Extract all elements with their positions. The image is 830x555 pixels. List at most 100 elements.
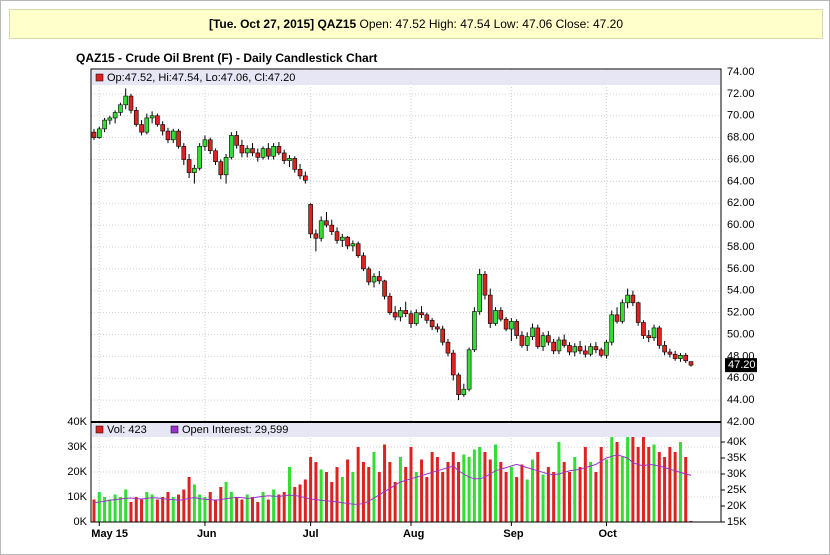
volume-bar: [272, 489, 276, 522]
symbol: [Tue. Oct 27, 2015] QAZ15: [208, 17, 357, 31]
candle-body: [376, 276, 382, 282]
volume-bar: [155, 499, 159, 522]
candle-body: [604, 341, 609, 356]
quote-header: [Tue. Oct 27, 2015] QAZ15 Open: 47.52 Hi…: [9, 9, 823, 39]
candle-body: [366, 268, 372, 283]
candle-body: [408, 313, 414, 324]
legend-text: Open Interest: 29,599: [182, 424, 288, 436]
candle-body: [519, 335, 525, 346]
candle-body: [551, 341, 556, 352]
candle-body: [276, 146, 282, 154]
candle-body: [281, 152, 287, 161]
volume-bar: [393, 482, 397, 522]
candle-body: [303, 175, 308, 181]
candle-body: [509, 321, 514, 330]
y2-tick-label: 25K: [727, 484, 747, 496]
candle-body: [223, 157, 229, 176]
volume-bar: [203, 497, 207, 522]
y-tick-label: 62.00: [727, 197, 755, 209]
volume-bar: [398, 457, 402, 522]
volume-bar: [367, 467, 371, 522]
volume-bar: [657, 452, 661, 522]
x-tick-label: Jun: [197, 528, 217, 540]
volume-bar: [224, 482, 228, 522]
candle-body: [192, 167, 197, 173]
y2-tick-label: 20K: [727, 500, 747, 512]
candle-body: [646, 335, 652, 339]
volume-bar: [240, 499, 244, 522]
candle-body: [445, 341, 451, 354]
volume-bar: [171, 497, 175, 522]
candle-body: [493, 310, 498, 324]
candle-body: [435, 326, 440, 330]
volume-bar: [235, 497, 239, 522]
x-tick-label: Jul: [303, 528, 319, 540]
candle-body: [635, 302, 641, 323]
candle-body: [667, 351, 673, 355]
volume-bar: [557, 442, 561, 522]
volume-bar: [647, 447, 651, 522]
volume-bar: [108, 499, 112, 522]
volume-bar: [599, 447, 603, 522]
y-tick-label: 66.00: [727, 153, 755, 165]
y-tick-label: 58.00: [727, 241, 755, 253]
volume-bar: [229, 492, 233, 522]
candle-body: [598, 349, 604, 356]
candle-body: [340, 236, 345, 241]
candle-body: [260, 148, 266, 158]
volume-bar: [335, 467, 339, 522]
candle-body: [271, 146, 276, 157]
candle-body: [324, 220, 329, 226]
y2-tick-label: 15K: [727, 516, 747, 528]
candle-body: [234, 135, 239, 146]
volume-bar: [182, 489, 186, 522]
volume-bar: [282, 492, 286, 522]
volume-bar: [150, 494, 154, 522]
volume-bar: [536, 452, 540, 522]
candle-body: [229, 135, 234, 158]
candle-body: [577, 346, 583, 352]
y-tick-label: 74.00: [727, 66, 755, 78]
volume-bar: [319, 469, 323, 522]
volume-bar: [309, 457, 313, 522]
y-tick-label: 20K: [67, 466, 87, 478]
candle-body: [413, 312, 419, 324]
candle-body: [250, 148, 255, 154]
volume-bar: [483, 452, 487, 522]
candle-body: [588, 346, 593, 355]
candle-body: [160, 124, 165, 132]
candle-body: [387, 295, 393, 313]
volume-bar: [414, 472, 418, 522]
volume-bar: [451, 452, 455, 522]
candle-body: [202, 139, 208, 147]
volume-bar: [293, 487, 297, 522]
volume-bar: [610, 434, 614, 522]
candle-body: [424, 314, 430, 321]
candle-body: [144, 117, 150, 133]
volume-bar: [113, 494, 117, 522]
candle-body: [123, 95, 128, 106]
volume-bar: [520, 464, 524, 522]
candle-body: [334, 231, 340, 241]
volume-bar: [573, 457, 577, 522]
candle-body: [625, 294, 630, 304]
candle-body: [107, 117, 113, 121]
volume-bar: [388, 462, 392, 522]
volume-bar: [462, 454, 466, 522]
volume-bar: [208, 492, 212, 522]
x-tick-label: Sep: [503, 528, 523, 540]
x-tick-label: Oct: [598, 528, 617, 540]
volume-bar: [531, 459, 535, 522]
candle-body: [239, 144, 245, 154]
volume-bar: [166, 492, 170, 522]
volume-bar: [303, 479, 307, 522]
candle-body: [361, 255, 366, 270]
candle-body: [651, 327, 657, 339]
candle-body: [213, 150, 218, 162]
legend-swatch: [95, 73, 104, 82]
volume-bar: [140, 499, 144, 522]
candle-body: [683, 354, 689, 362]
candle-body: [355, 243, 361, 257]
candle-body: [133, 109, 139, 125]
